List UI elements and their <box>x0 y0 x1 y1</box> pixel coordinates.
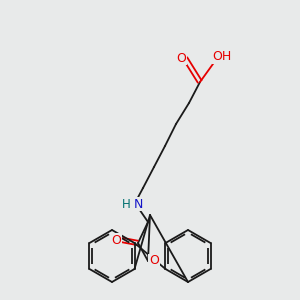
Text: O: O <box>176 52 186 64</box>
Text: OH: OH <box>212 50 232 64</box>
Text: H: H <box>122 197 130 211</box>
Text: O: O <box>149 254 159 268</box>
Text: N: N <box>133 197 143 211</box>
Text: O: O <box>111 233 121 247</box>
